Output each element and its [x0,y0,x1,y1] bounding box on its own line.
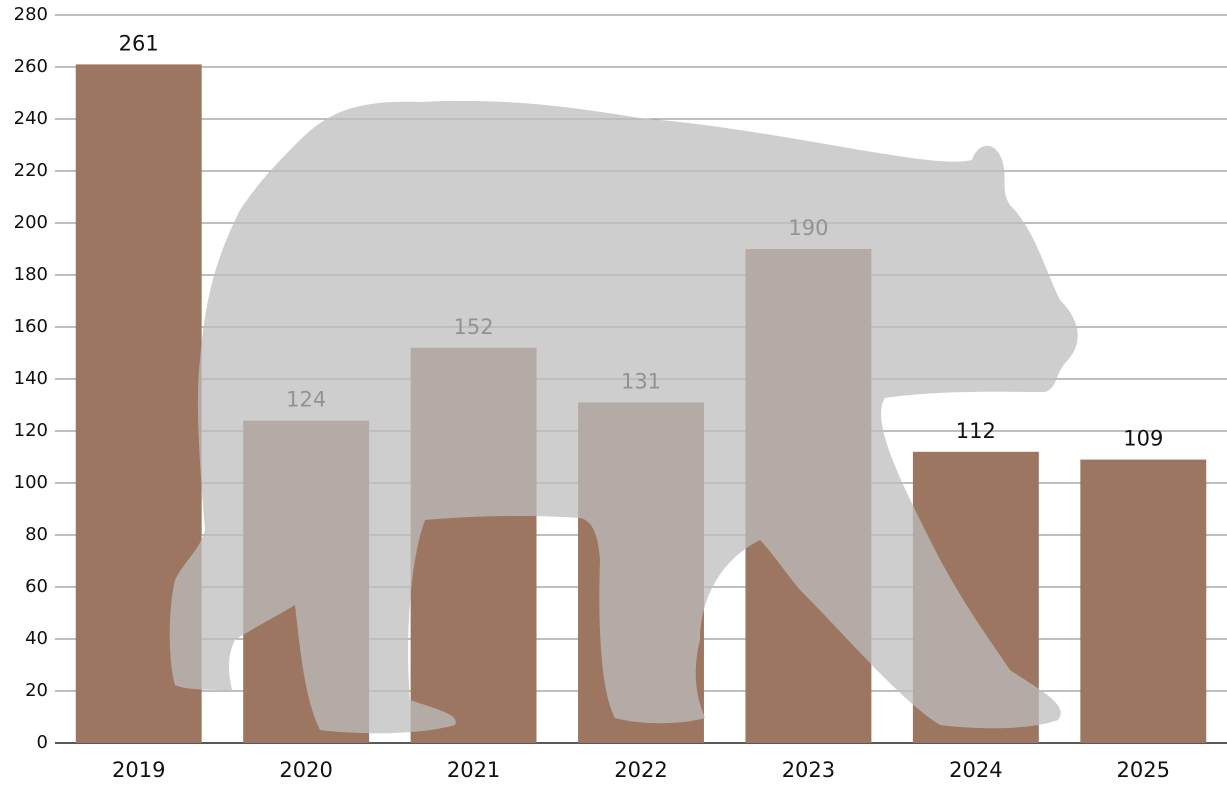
x-tick-label: 2019 [112,758,165,782]
data-label: 112 [956,419,996,443]
y-tick-label: 40 [25,628,48,649]
y-tick-label: 20 [25,680,48,701]
y-tick-label: 100 [14,472,48,493]
x-tick-label: 2021 [447,758,500,782]
y-tick-label: 180 [14,264,48,285]
y-tick-label: 260 [14,56,48,77]
y-tick-label: 140 [14,368,48,389]
y-tick-label: 160 [14,316,48,337]
y-tick-label: 60 [25,576,48,597]
x-tick-label: 2020 [279,758,332,782]
x-tick-label: 2022 [614,758,667,782]
y-tick-label: 0 [37,732,48,753]
x-tick-label: 2023 [782,758,835,782]
page: {"chart_data": {"type": "bar", "categori… [0,0,1227,785]
bar [1080,460,1206,743]
y-tick-label: 220 [14,160,48,181]
y-tick-label: 80 [25,524,48,545]
y-tick-label: 120 [14,420,48,441]
x-tick-label: 2025 [1117,758,1170,782]
y-tick-label: 240 [14,108,48,129]
data-label: 261 [119,31,159,55]
data-label: 109 [1123,427,1163,451]
bear-silhouette [170,101,1078,733]
chart: 261124152131190112109 020406080100120140… [0,0,1227,785]
x-tick-label: 2024 [949,758,1002,782]
y-tick-label: 200 [14,212,48,233]
y-tick-label: 280 [14,4,48,25]
